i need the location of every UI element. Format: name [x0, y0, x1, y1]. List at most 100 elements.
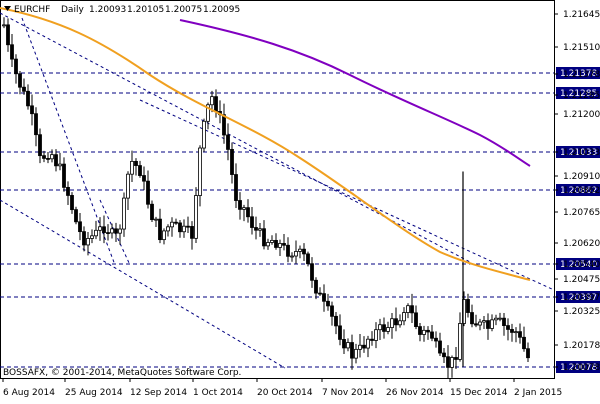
candle-body	[518, 331, 522, 338]
y-tick-label: 1.20397	[563, 293, 600, 303]
candle-body	[170, 221, 174, 228]
candle-body	[526, 348, 530, 359]
moving-averages	[0, 7, 531, 281]
candle-body	[154, 218, 158, 221]
candle-body	[366, 338, 370, 349]
candle-body	[438, 340, 442, 354]
candle-body	[318, 292, 322, 295]
candle-body	[498, 317, 502, 320]
candle-body	[206, 104, 210, 122]
candle-body	[18, 73, 22, 88]
y-tick-label: 1.21378	[563, 70, 600, 80]
x-tick-label: 25 Aug 2014	[65, 388, 123, 398]
candle-body	[358, 344, 362, 350]
candle-body	[266, 242, 270, 247]
candle-body	[74, 209, 78, 223]
y-tick-label: 1.20910	[563, 172, 600, 182]
candle-body	[350, 342, 354, 359]
candle-body	[514, 331, 518, 334]
candle-body	[178, 222, 182, 233]
candle-body	[126, 173, 130, 199]
candle-body	[362, 344, 366, 349]
candle-body	[334, 315, 338, 327]
candle-body	[502, 317, 506, 326]
candle-body	[78, 221, 82, 233]
y-tick-label: 1.21645	[563, 10, 600, 20]
candle-body	[254, 227, 258, 231]
candle-body	[146, 180, 150, 205]
candle-body	[290, 255, 294, 258]
candle-body	[2, 24, 6, 27]
candle-body	[482, 320, 486, 323]
x-tick-label: 2 Jan 2015	[514, 388, 562, 398]
level-tag-label: 1.20540	[560, 260, 597, 270]
candle-body	[138, 165, 142, 176]
candle-body	[326, 300, 330, 307]
candle-body	[194, 195, 198, 239]
candle-body	[130, 160, 134, 175]
candle-body	[174, 221, 178, 224]
trendline-upper-extension	[139, 99, 555, 291]
candle-body	[250, 216, 254, 228]
candle-body	[486, 320, 490, 329]
candle-body	[162, 230, 166, 241]
trendline-upper-channel	[0, 12, 471, 263]
candle-body	[506, 325, 510, 330]
ma-fast-line	[0, 7, 531, 281]
candle-body	[294, 251, 298, 257]
candle-body	[370, 338, 374, 341]
copyright-text: BOSSAFX, © 2001-2014, MetaQuotes Softwar…	[3, 368, 241, 378]
candle-body	[330, 305, 334, 317]
candle-body	[46, 158, 50, 160]
candle-body	[122, 197, 126, 230]
candle-body	[82, 231, 86, 246]
x-tick-label: 1 Oct 2014	[193, 388, 243, 398]
candle-body	[522, 336, 526, 350]
candle-body	[166, 226, 170, 232]
candle-body	[306, 253, 310, 265]
candle-body	[6, 24, 10, 46]
candle-body	[118, 228, 122, 234]
candle-body	[382, 324, 386, 332]
candle-body	[234, 174, 238, 201]
candle-body	[186, 225, 190, 228]
candle-body	[346, 342, 350, 349]
candle-body	[262, 228, 266, 247]
candle-body	[490, 319, 494, 329]
y-tick-label: 1.20178	[563, 341, 600, 351]
candle-body	[110, 228, 114, 234]
x-tick-label: 15 Dec 2014	[450, 388, 508, 398]
candles	[2, 17, 530, 379]
level-tag-label: 1.21378	[560, 69, 597, 79]
y-tick-label: 1.21285	[563, 91, 600, 101]
candle-body	[62, 163, 66, 188]
candle-body	[94, 229, 98, 237]
candle-body	[466, 299, 470, 313]
trendline-lower-channel	[0, 199, 286, 369]
candle-body	[158, 218, 162, 241]
candle-body	[66, 186, 70, 196]
ohlc-high: 1.20105	[127, 5, 164, 15]
y-tick-label: 1.21510	[563, 43, 600, 53]
candle-body	[50, 154, 54, 160]
x-tick-label: 20 Oct 2014	[257, 388, 313, 398]
candle-body	[422, 329, 426, 335]
candle-body	[310, 263, 314, 281]
candle-body	[198, 147, 202, 196]
candle-body	[338, 325, 342, 340]
level-tag	[556, 184, 600, 196]
level-tag-label: 1.20078	[560, 363, 597, 373]
candle-body	[286, 244, 290, 257]
candle-body	[98, 226, 102, 231]
candle-body	[314, 279, 318, 294]
candle-body	[374, 329, 378, 341]
candle-body	[426, 329, 430, 333]
candle-body	[434, 337, 438, 342]
x-tick-label: 7 Nov 2014	[322, 388, 374, 398]
candle-body	[242, 207, 246, 210]
ohlc-close: 1.20095	[203, 5, 240, 15]
triangle-down-icon[interactable]	[4, 6, 11, 11]
x-tick-label: 26 Nov 2014	[386, 388, 444, 398]
